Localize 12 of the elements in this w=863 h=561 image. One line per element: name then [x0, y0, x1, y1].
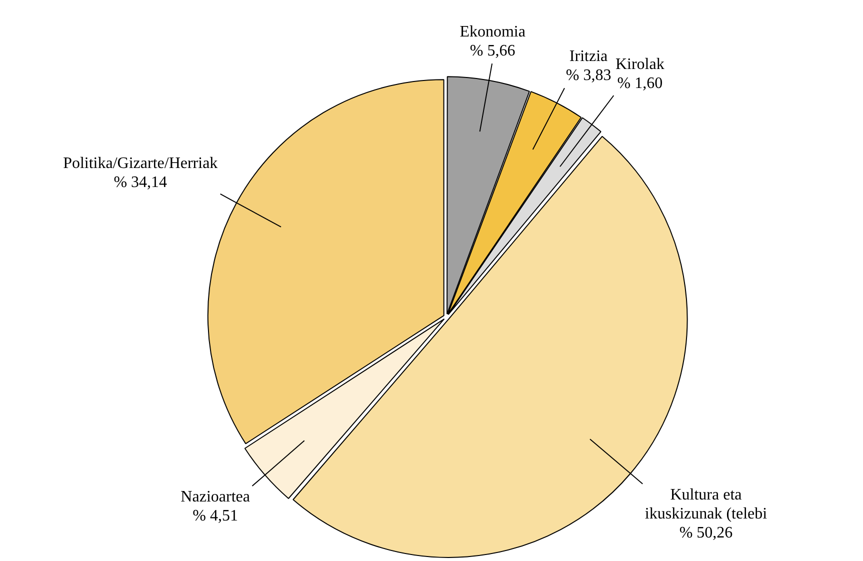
slice-label: Kirolak	[615, 56, 664, 73]
slice-label: Nazioartea	[180, 488, 250, 506]
slice-label: Politika/Gizarte/Herriak	[63, 155, 218, 172]
data-label: % 4,51	[192, 508, 238, 525]
data-label: % 1,60	[617, 74, 663, 92]
data-label: % 50,26	[679, 524, 733, 542]
data-label: % 3,83	[566, 67, 612, 84]
slice-label: Iritzia	[569, 48, 608, 66]
slice-label: Kultura eta ikuskizunak (telebi	[644, 486, 768, 523]
data-label: % 34,14	[114, 174, 168, 192]
data-label: % 5,66	[470, 42, 516, 60]
slice-label: Ekonomia	[460, 23, 526, 40]
